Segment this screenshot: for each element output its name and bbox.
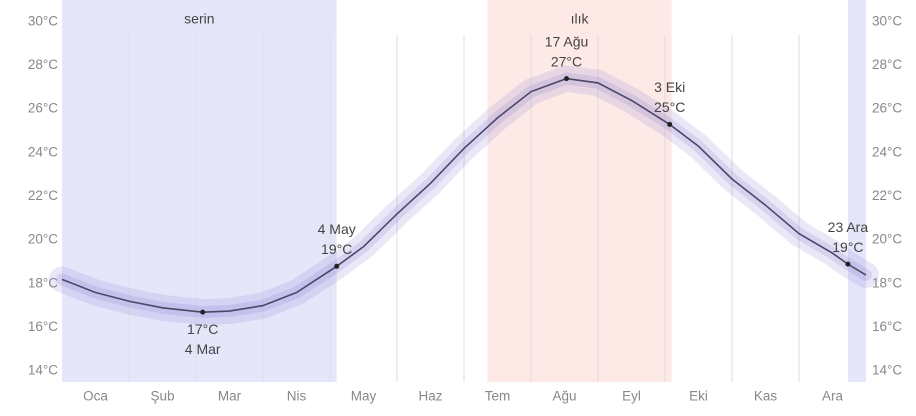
x-tick-label: Nis xyxy=(287,389,307,404)
season-band xyxy=(847,0,866,382)
season-band xyxy=(62,0,337,382)
y-tick-label: 30°C xyxy=(28,13,58,28)
y-tick-label: 16°C xyxy=(28,319,58,334)
y-tick-label-right: 18°C xyxy=(872,275,902,290)
annotation-date: 23 Ara xyxy=(828,219,869,235)
annotation-point xyxy=(845,261,851,267)
x-tick-label: Tem xyxy=(485,389,511,404)
x-tick-label: Kas xyxy=(754,389,778,404)
y-tick-label-right: 16°C xyxy=(872,319,902,334)
y-tick-label-right: 22°C xyxy=(872,188,902,203)
y-tick-label: 20°C xyxy=(28,232,58,247)
annotation-value: 25°C xyxy=(654,99,685,115)
y-tick-label-right: 30°C xyxy=(872,13,902,28)
x-tick-label: Haz xyxy=(418,389,442,404)
y-tick-label-right: 14°C xyxy=(872,363,902,378)
annotation-point xyxy=(334,263,340,269)
annotation-value: 19°C xyxy=(321,241,352,257)
y-tick-label: 14°C xyxy=(28,363,58,378)
annotation-date: 17 Ağu xyxy=(545,33,589,49)
y-tick-label-right: 20°C xyxy=(872,232,902,247)
x-tick-label: Oca xyxy=(83,389,108,404)
x-tick-label: Eyl xyxy=(622,389,641,404)
y-tick-label: 18°C xyxy=(28,275,58,290)
annotation-value: 17°C xyxy=(187,321,218,337)
annotation-point xyxy=(564,76,570,82)
y-tick-label: 24°C xyxy=(28,144,58,159)
band-label: ılık xyxy=(571,11,590,27)
y-tick-label-right: 28°C xyxy=(872,57,902,72)
y-tick-label: 26°C xyxy=(28,101,58,116)
y-tick-label: 22°C xyxy=(28,188,58,203)
season-band xyxy=(487,0,672,382)
x-tick-label: Şub xyxy=(150,389,174,404)
band-label: serin xyxy=(184,11,214,27)
annotation-date: 3 Eki xyxy=(654,79,685,95)
annotation-value: 27°C xyxy=(551,53,582,69)
annotation-point xyxy=(667,121,673,127)
x-tick-label: Mar xyxy=(218,389,242,404)
y-tick-label-right: 24°C xyxy=(872,144,902,159)
x-tick-label: Eki xyxy=(689,389,708,404)
y-tick-label-right: 26°C xyxy=(872,101,902,116)
x-tick-label: May xyxy=(351,389,377,404)
y-tick-label: 28°C xyxy=(28,57,58,72)
annotation-point xyxy=(200,309,206,315)
annotation-date: 4 Mar xyxy=(185,341,221,357)
annotation-value: 19°C xyxy=(832,239,863,255)
x-tick-label: Ara xyxy=(822,389,844,404)
annotation-date: 4 May xyxy=(318,221,356,237)
temperature-line xyxy=(61,77,867,313)
x-tick-label: Ağu xyxy=(552,389,576,404)
